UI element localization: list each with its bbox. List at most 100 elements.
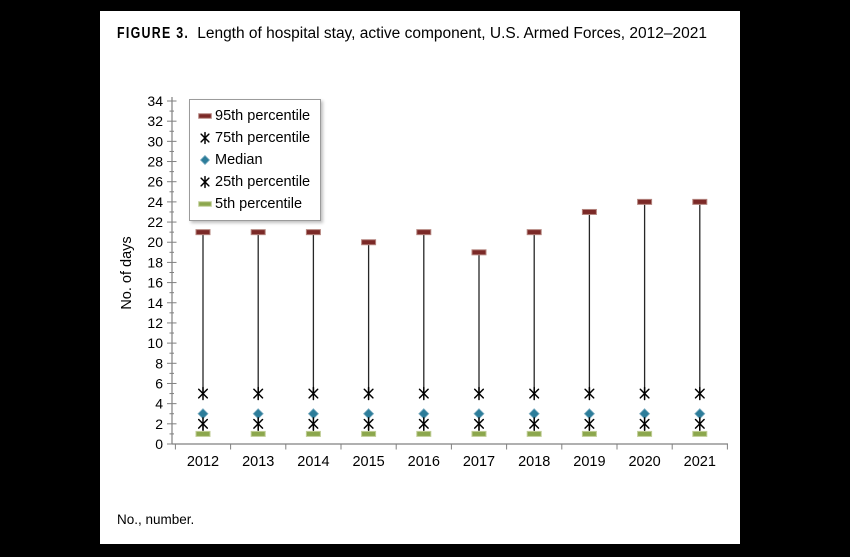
y-tick-label: 20 (147, 234, 163, 250)
series-75th-percentile (197, 386, 705, 401)
marker-asterisk (253, 386, 264, 401)
marker-dash (361, 239, 377, 246)
legend-item-95th-percentile: 95th percentile (197, 105, 310, 127)
marker-asterisk (639, 386, 650, 401)
marker-dash (581, 430, 597, 437)
marker-dash (416, 229, 432, 236)
marker-asterisk (473, 417, 485, 431)
series-5th-percentile (195, 430, 708, 437)
x-tick-label: 2014 (297, 454, 329, 470)
x-tick-label: 2016 (408, 454, 440, 470)
y-tick-label: 16 (147, 275, 163, 291)
y-tick-label: 28 (147, 154, 163, 170)
y-tick-label: 32 (147, 113, 163, 129)
marker-asterisk (197, 417, 209, 431)
marker-dash (692, 430, 708, 437)
marker-asterisk (473, 386, 485, 401)
y-tick-label: 30 (147, 133, 163, 149)
y-tick-label: 34 (147, 93, 163, 109)
marker-asterisk (308, 386, 319, 401)
marker-asterisk (197, 386, 209, 401)
marker-asterisk (200, 175, 210, 189)
marker-asterisk (529, 417, 540, 431)
legend-label: Median (215, 152, 263, 168)
marker-dash (637, 198, 653, 205)
x-tick-label: 2012 (187, 454, 219, 470)
y-tick-label: 12 (147, 315, 163, 331)
legend-label: 75th percentile (215, 130, 311, 146)
marker-dash (198, 201, 212, 207)
x-tick-label: 2019 (573, 454, 605, 470)
legend-item-75th-percentile: 75th percentile (197, 127, 310, 149)
x-tick-label: 2020 (628, 454, 660, 470)
chart-legend: 95th percentile 75th percentile Median 25th… (189, 99, 322, 221)
y-tick-label: 4 (155, 396, 163, 412)
series-median (197, 408, 706, 420)
marker-asterisk (694, 386, 705, 401)
marker-dash (692, 198, 708, 205)
figure-panel: FIGURE 3. Length of hospital stay, active… (100, 11, 740, 544)
marker-diamond (199, 154, 211, 166)
figure-caption: Length of hospital stay, active componen… (197, 25, 707, 42)
marker-asterisk (308, 417, 319, 431)
legend-item-5th-percentile: 5th percentile (197, 193, 310, 215)
marker-dash (637, 430, 653, 437)
legend-item-25th-percentile: 25th percentile (197, 171, 310, 193)
figure-footnote: No., number. (117, 512, 195, 527)
legend-label: 5th percentile (215, 196, 303, 212)
marker-asterisk (694, 417, 705, 431)
y-tick-label: 0 (155, 436, 163, 452)
marker-dash (195, 430, 211, 437)
x-tick-label: 2017 (463, 454, 495, 470)
legend-marker-asterisk-icon (200, 175, 210, 189)
marker-dash (526, 430, 542, 437)
legend-marker-dash-icon (198, 201, 212, 207)
legend-marker-asterisk-icon (200, 131, 210, 145)
y-tick-label: 6 (155, 375, 163, 391)
legend-item-median: Median (197, 149, 310, 171)
y-tick-label: 22 (147, 214, 163, 230)
x-tick-label: 2018 (518, 454, 550, 470)
x-tick-label: 2013 (242, 454, 274, 470)
figure-number-label: FIGURE 3. (117, 25, 190, 42)
marker-dash (471, 430, 487, 437)
y-axis-title: No. of days (119, 236, 135, 309)
marker-asterisk (529, 386, 540, 401)
legend-label: 95th percentile (215, 108, 311, 124)
marker-asterisk (363, 417, 374, 431)
marker-dash (361, 430, 377, 437)
series-95th-percentile (195, 198, 708, 256)
y-tick-label: 26 (147, 174, 163, 190)
legend-marker-diamond-icon (199, 154, 211, 166)
marker-dash (581, 208, 597, 215)
marker-asterisk (418, 386, 429, 401)
marker-dash (250, 229, 266, 236)
series-25th-percentile (197, 417, 705, 431)
marker-dash (198, 113, 212, 119)
marker-asterisk (639, 417, 650, 431)
y-tick-label: 24 (147, 194, 163, 210)
y-tick-label: 8 (155, 355, 163, 371)
x-tick-label: 2015 (352, 454, 384, 470)
x-tick-label: 2021 (684, 454, 716, 470)
marker-asterisk (418, 417, 429, 431)
marker-dash (195, 229, 211, 236)
marker-asterisk (584, 417, 595, 431)
y-tick-label: 10 (147, 335, 163, 351)
marker-dash (526, 229, 542, 236)
y-tick-label: 14 (147, 295, 163, 311)
y-tick-label: 2 (155, 416, 163, 432)
marker-asterisk (363, 386, 374, 401)
figure-title: FIGURE 3. Length of hospital stay, active… (117, 25, 727, 43)
legend-marker-dash-icon (198, 113, 212, 119)
marker-dash (416, 430, 432, 437)
marker-dash (250, 430, 266, 437)
marker-dash (305, 229, 321, 236)
legend-label: 25th percentile (215, 174, 311, 190)
y-tick-label: 18 (147, 254, 163, 270)
marker-dash (305, 430, 321, 437)
marker-asterisk (253, 417, 264, 431)
marker-asterisk (200, 131, 210, 145)
